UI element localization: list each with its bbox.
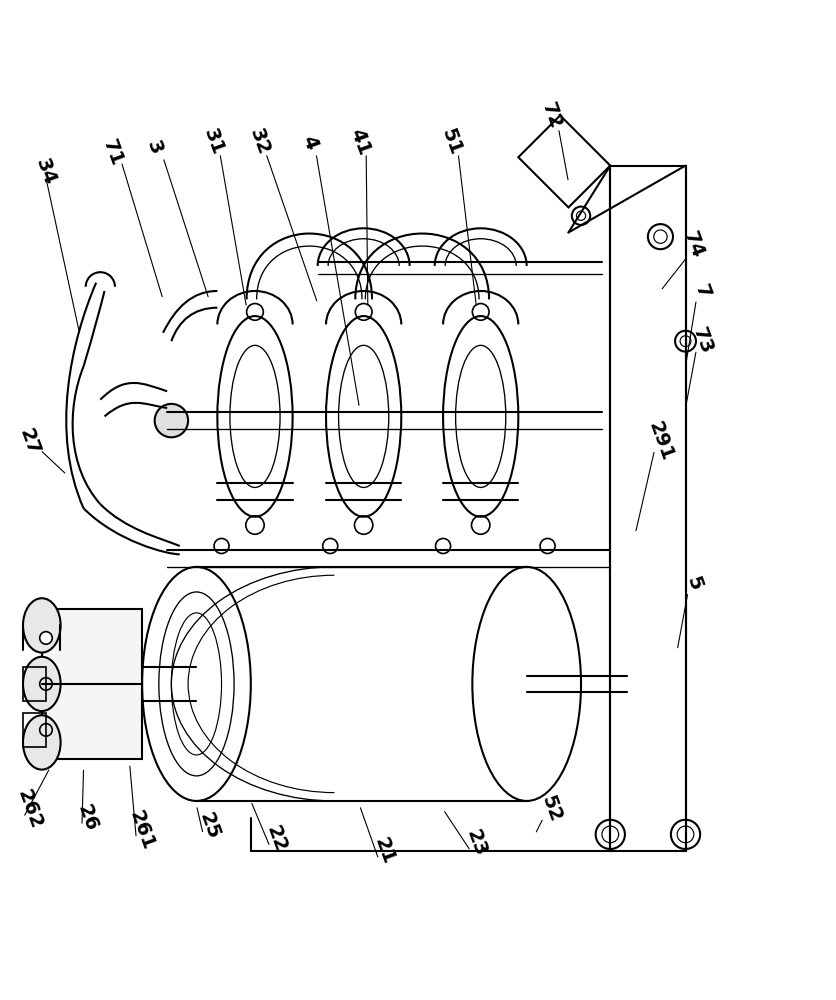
Text: 52: 52 — [538, 793, 565, 825]
Text: 3: 3 — [144, 138, 166, 157]
Text: 73: 73 — [689, 325, 716, 357]
Ellipse shape — [39, 632, 52, 644]
Ellipse shape — [155, 404, 188, 437]
Ellipse shape — [23, 715, 60, 770]
Text: 22: 22 — [263, 823, 289, 855]
Text: 25: 25 — [196, 810, 222, 842]
Text: 72: 72 — [538, 99, 565, 131]
Text: 291: 291 — [645, 419, 676, 464]
Text: 32: 32 — [246, 126, 273, 158]
Polygon shape — [42, 609, 142, 759]
Text: 26: 26 — [74, 802, 101, 834]
Text: 74: 74 — [681, 229, 707, 261]
Text: 31: 31 — [200, 126, 227, 158]
Text: 4: 4 — [298, 133, 320, 152]
Text: 23: 23 — [463, 827, 490, 859]
Text: 21: 21 — [371, 835, 398, 867]
Ellipse shape — [23, 657, 60, 711]
Text: 261: 261 — [126, 808, 158, 853]
Text: 7: 7 — [691, 281, 713, 301]
Text: 262: 262 — [13, 787, 45, 832]
Ellipse shape — [23, 598, 60, 653]
Text: 71: 71 — [99, 137, 126, 169]
Text: 41: 41 — [346, 126, 373, 158]
Text: 51: 51 — [438, 126, 465, 158]
Text: 5: 5 — [683, 574, 705, 593]
Text: 27: 27 — [16, 425, 43, 457]
Text: 34: 34 — [33, 156, 59, 188]
